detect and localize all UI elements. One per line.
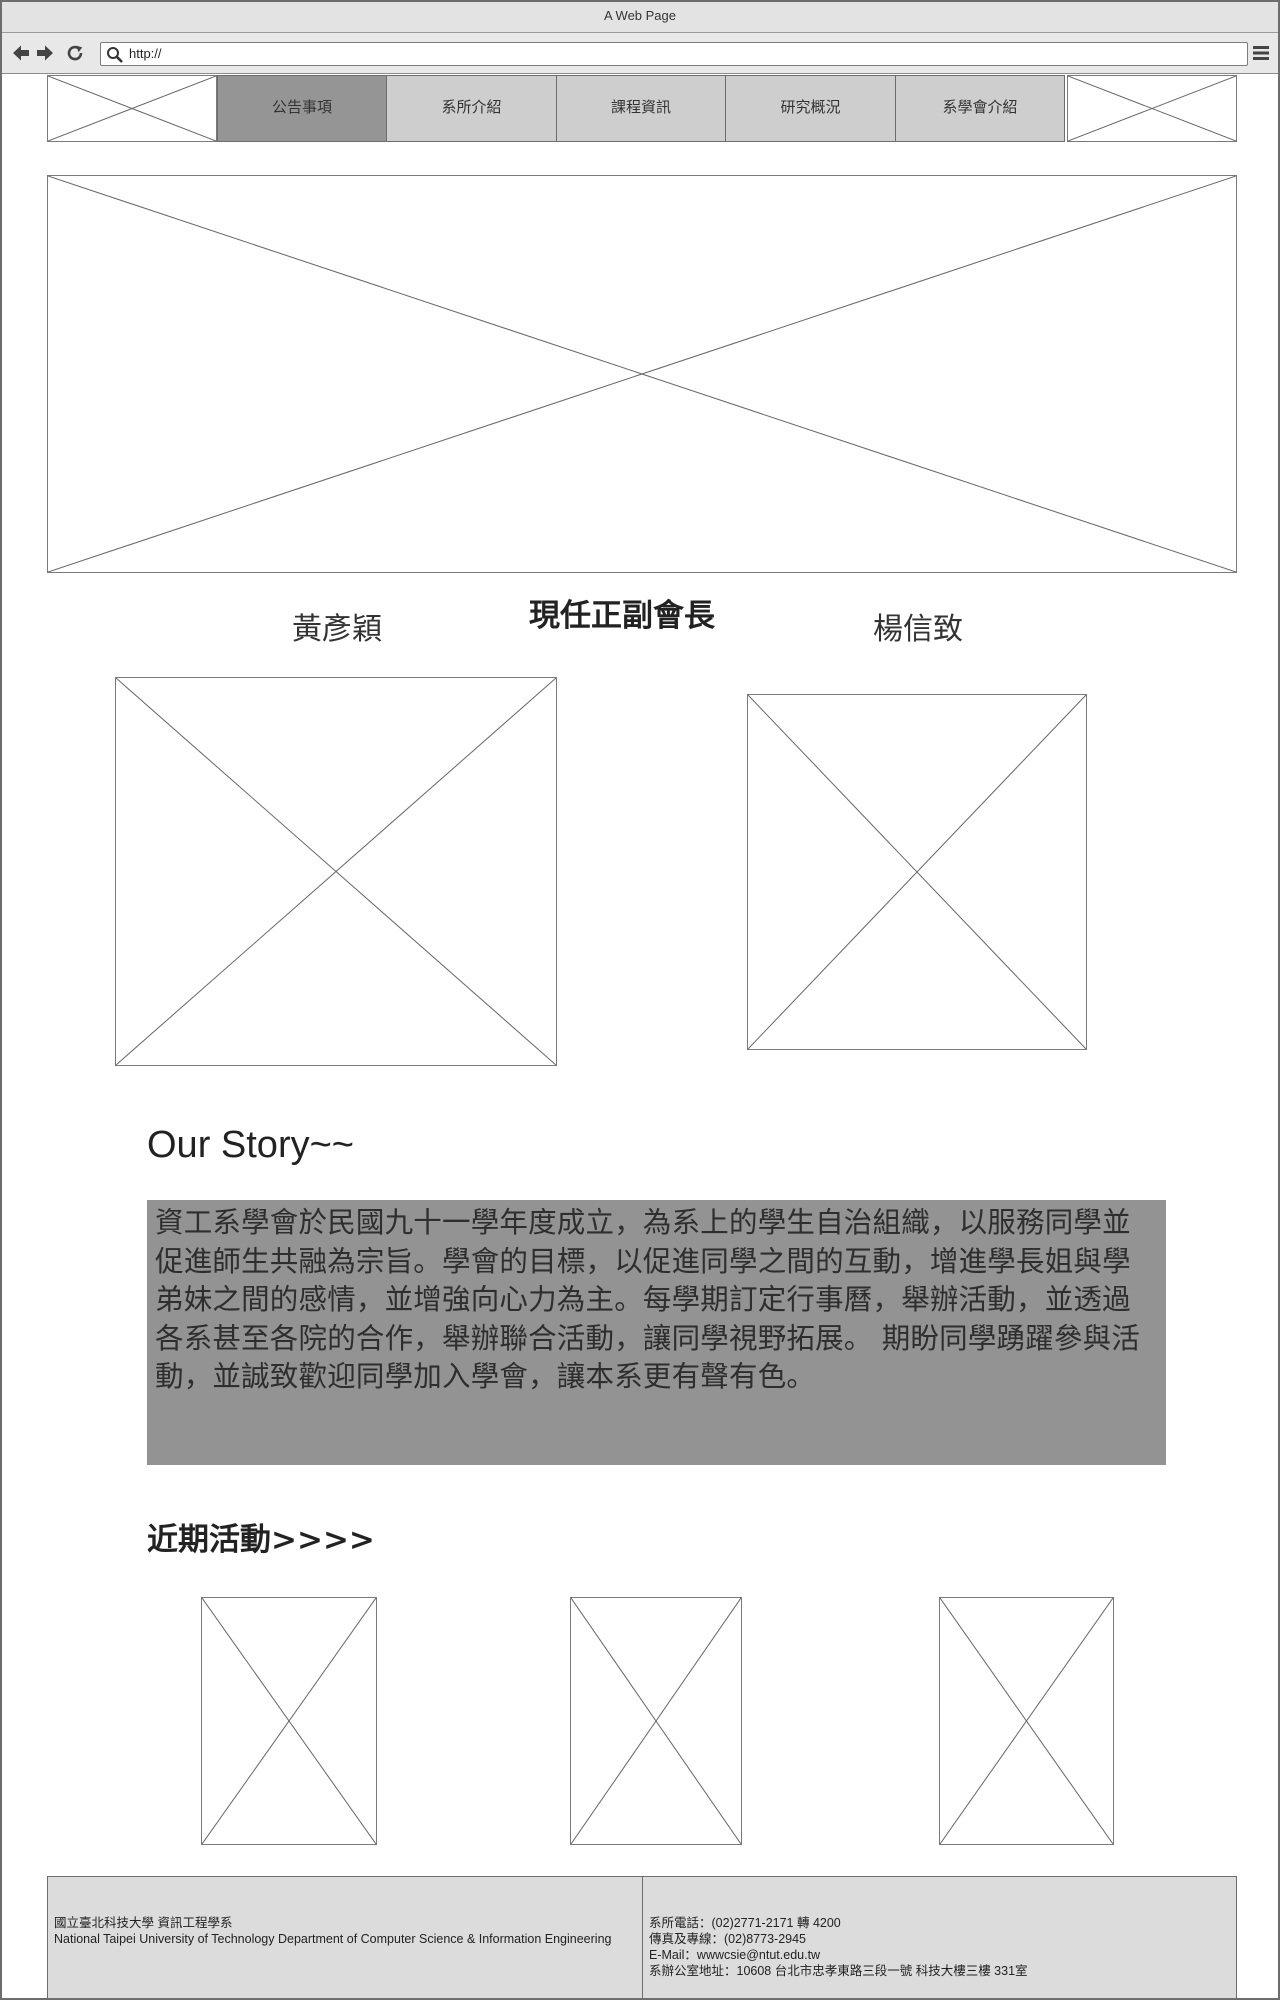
banner-image-placeholder (47, 175, 1237, 573)
arrow-right-icon[interactable] (34, 42, 56, 64)
footer-department-name-en: National Taipei University of Technology… (54, 1932, 612, 1946)
footer-department: 國立臺北科技大學 資訊工程學系 National Taipei Universi… (47, 1876, 643, 1998)
story-heading: Our Story~~ (147, 1124, 354, 1166)
search-icon (107, 47, 123, 63)
event-image-placeholder[interactable] (570, 1597, 742, 1845)
footer-department-name-zh: 國立臺北科技大學 資訊工程學系 (54, 1916, 233, 1930)
arrow-left-icon[interactable] (10, 42, 32, 64)
footer-email[interactable]: E-Mail：wwwcsie@ntut.edu.tw (649, 1948, 821, 1962)
footer-phone: 系所電話：(02)2771-2171 轉 4200 (649, 1916, 841, 1930)
left-logo-placeholder (47, 75, 217, 142)
footer-contact: 系所電話：(02)2771-2171 轉 4200 傳真及專線：(02)8773… (642, 1876, 1237, 1998)
footer-address: 系辦公室地址：10608 台北市忠孝東路三段一號 科技大樓三樓 331室 (649, 1964, 1028, 1978)
president-name: 黃彥穎 (292, 612, 382, 647)
url-text: http:// (129, 46, 162, 61)
story-text: 資工系學會於民國九十一學年度成立，為系上的學生自治組織，以服務同學並促進師生共融… (155, 1206, 1141, 1393)
president-photo-placeholder (115, 677, 557, 1066)
events-heading: 近期活動>>>> (147, 1522, 375, 1558)
footer-fax: 傳真及專線：(02)8773-2945 (649, 1932, 807, 1946)
officers-title: 現任正副會長 (529, 598, 715, 634)
tab-research[interactable]: 研究概況 (725, 75, 896, 142)
vice-president-photo-placeholder (747, 694, 1087, 1050)
window-title: A Web Page (2, 2, 1278, 33)
vice-president-name: 楊信致 (873, 612, 963, 647)
event-image-placeholder[interactable] (939, 1597, 1114, 1845)
right-logo-placeholder (1067, 75, 1237, 142)
tab-course-info[interactable]: 課程資訊 (556, 75, 726, 142)
story-box: 資工系學會於民國九十一學年度成立，為系上的學生自治組織，以服務同學並促進師生共融… (147, 1200, 1166, 1465)
tab-student-association[interactable]: 系學會介紹 (895, 75, 1065, 142)
event-image-placeholder[interactable] (201, 1597, 377, 1845)
reload-icon[interactable] (64, 42, 86, 64)
browser-toolbar: http:// (2, 33, 1278, 74)
hamburger-menu-icon[interactable] (1252, 44, 1270, 62)
tab-department-intro[interactable]: 系所介紹 (386, 75, 557, 142)
tab-announcements[interactable]: 公告事項 (217, 75, 387, 142)
address-bar[interactable]: http:// (100, 42, 1248, 66)
